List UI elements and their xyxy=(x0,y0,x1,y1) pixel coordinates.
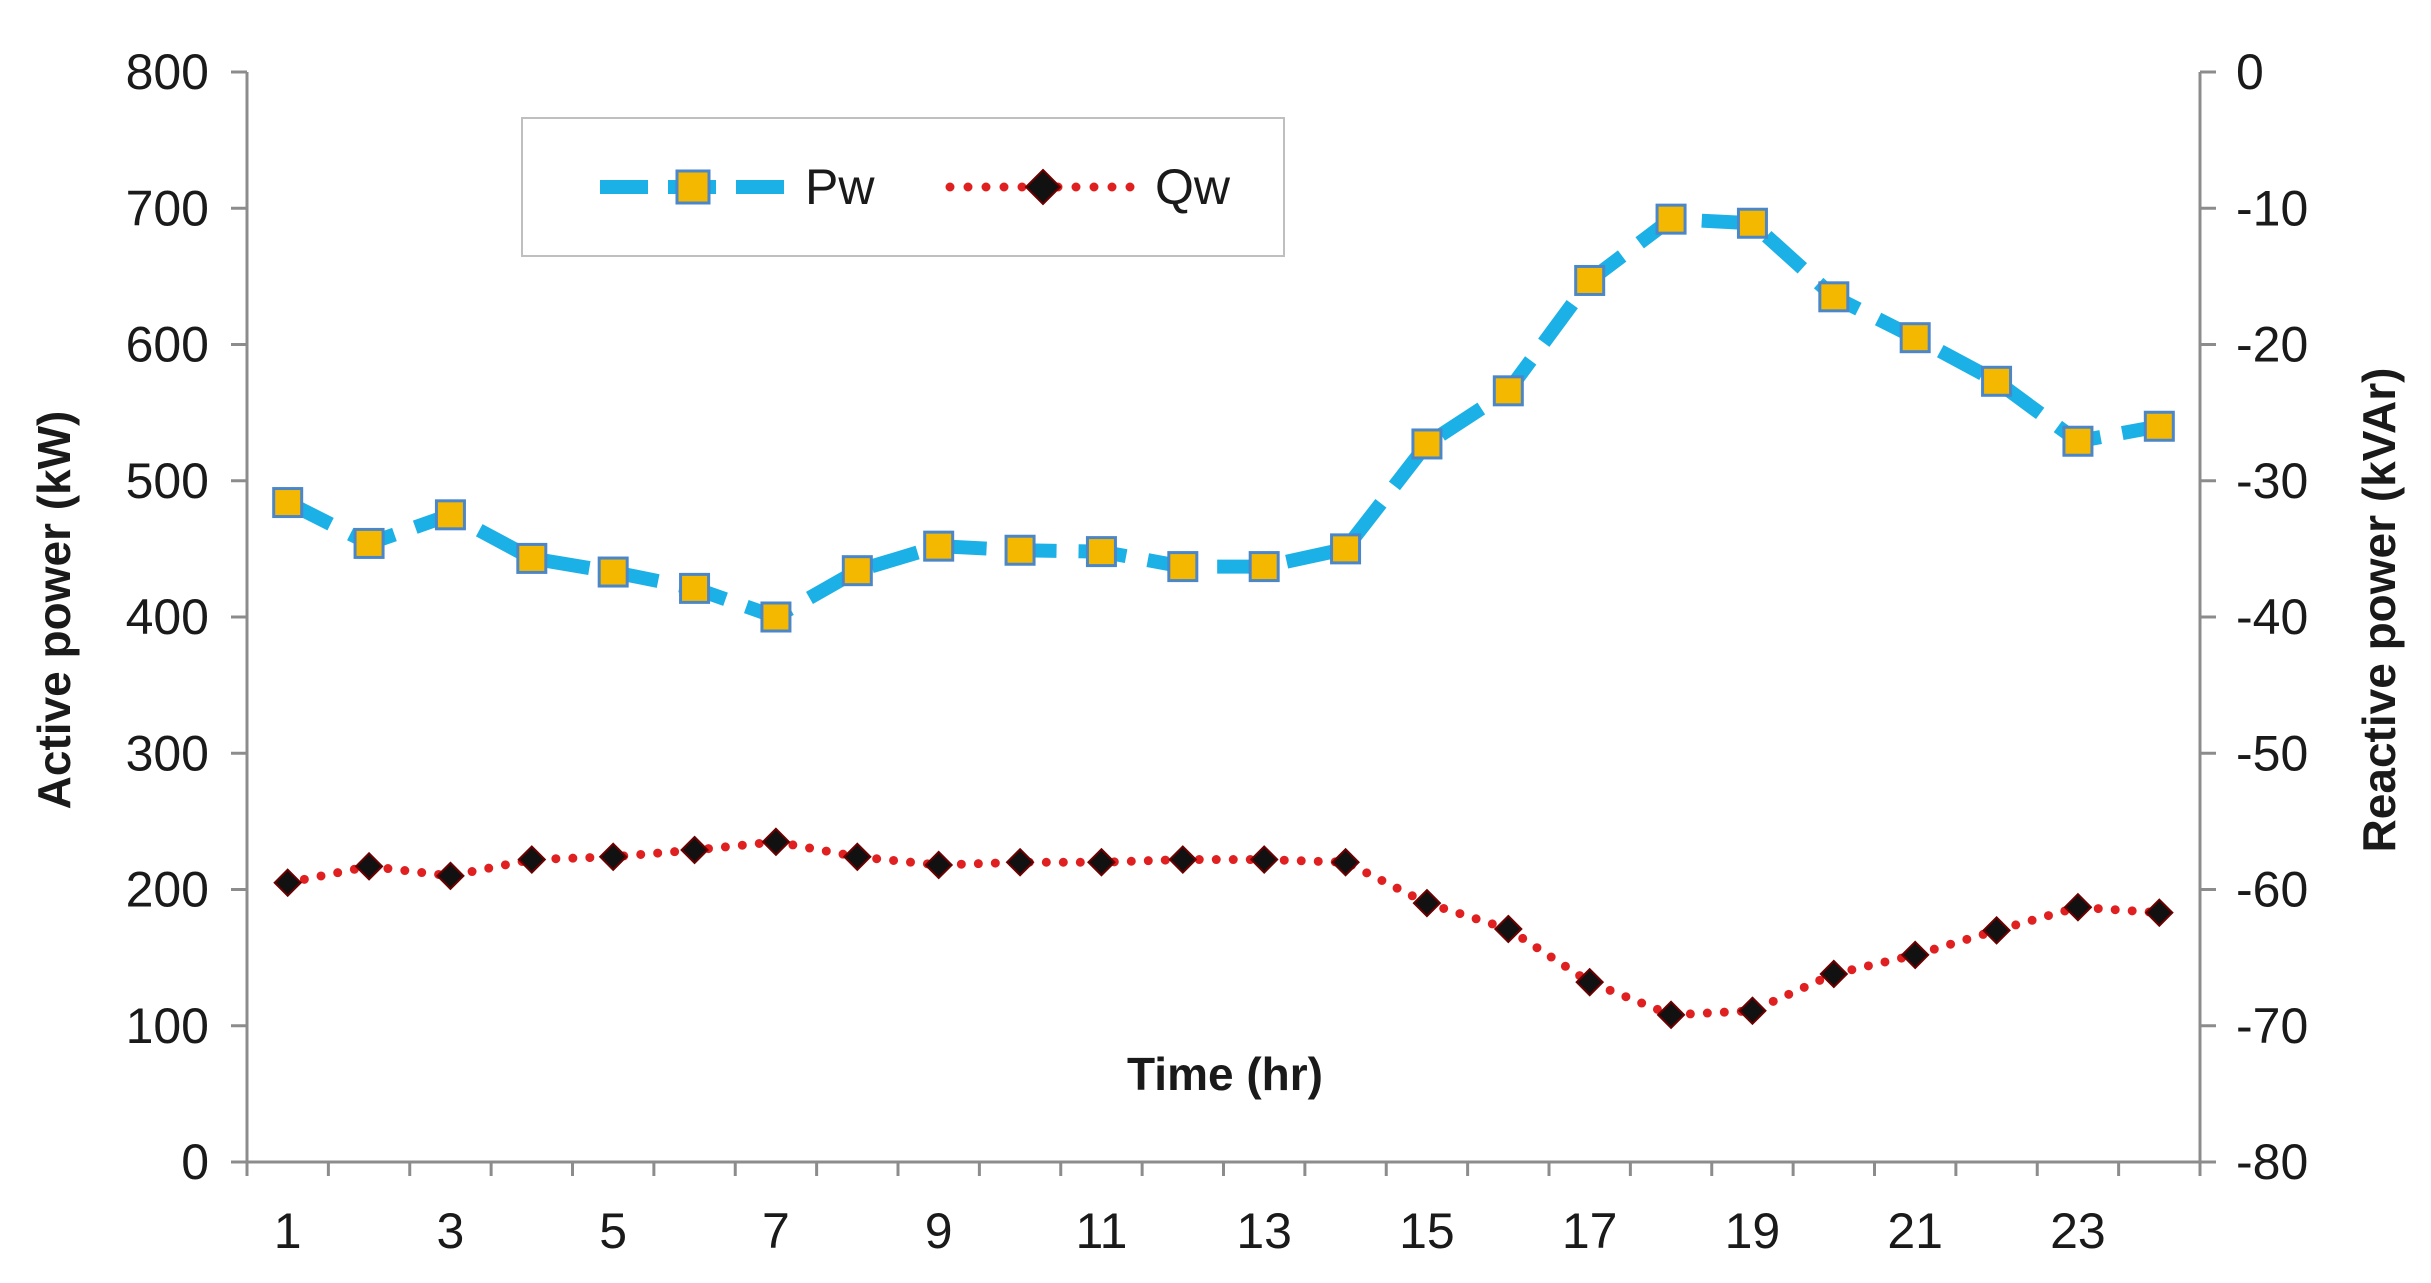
qw-point-marker xyxy=(273,868,303,898)
x-tick-label: 21 xyxy=(1887,1203,1943,1259)
pw-point-marker xyxy=(1248,551,1280,583)
y-tick-label-left: 700 xyxy=(126,180,209,236)
x-tick-label: 23 xyxy=(2050,1203,2106,1259)
x-tick-label: 7 xyxy=(762,1203,790,1259)
qw-point-marker xyxy=(354,851,384,881)
pw-point-marker xyxy=(597,556,629,588)
x-tick-label: 11 xyxy=(1075,1203,1127,1259)
pw-point-marker xyxy=(516,542,548,574)
y-tick-label-left: 100 xyxy=(126,998,209,1054)
qw-point-marker xyxy=(1412,888,1442,918)
y-tick-label-left: 300 xyxy=(126,725,209,781)
qw-point-marker xyxy=(436,861,465,891)
series-line-pw xyxy=(284,212,2161,624)
qw-point-marker xyxy=(1168,845,1198,874)
x-axis-title: Time (hr) xyxy=(1127,1048,1323,1100)
legend-qw-label: Qw xyxy=(1155,159,1231,215)
legend-pw-marker xyxy=(675,169,711,205)
y-tick-label-right: -70 xyxy=(2236,998,2308,1054)
pw-point-marker xyxy=(1004,534,1036,566)
pw-point-marker xyxy=(2143,410,2175,442)
y-tick-label-left: 500 xyxy=(126,453,209,509)
qw-point-marker xyxy=(1575,967,1605,997)
qw-point-marker xyxy=(598,842,628,872)
pw-point-marker xyxy=(1574,264,1606,296)
qw-point-marker xyxy=(2144,898,2174,928)
y-tick-label-right: -40 xyxy=(2236,589,2308,645)
legend-box xyxy=(521,117,1285,257)
pw-point-marker xyxy=(1330,533,1362,565)
y-tick-label-left: 600 xyxy=(126,317,209,373)
pw-point-marker xyxy=(434,499,466,531)
axes: 0 100 200 300 400 500 600 700 800 -80 -70 -60 -50 -40… xyxy=(126,44,2309,1259)
series xyxy=(272,203,2175,1030)
pw-point-marker xyxy=(1818,281,1850,313)
y-axis-title-right: Reactive power (kVAr) xyxy=(2353,368,2405,853)
qw-point-marker xyxy=(1738,996,1767,1026)
qw-point-marker xyxy=(1005,847,1035,877)
legend-qw-marker xyxy=(1024,168,1062,206)
y-tick-label-left: 0 xyxy=(181,1134,209,1190)
y-tick-label-right: 0 xyxy=(2236,44,2264,100)
pw-point-marker xyxy=(272,487,304,519)
qw-point-marker xyxy=(680,835,709,865)
x-tick-label: 1 xyxy=(274,1203,302,1259)
pw-point-marker xyxy=(923,530,955,562)
pw-point-marker xyxy=(1085,536,1117,568)
qw-point-marker xyxy=(2063,892,2093,922)
y-tick-label-right: -80 xyxy=(2236,1134,2308,1190)
pw-point-marker xyxy=(841,555,873,587)
qw-point-marker xyxy=(842,842,872,872)
y-tick-label-right: -30 xyxy=(2236,453,2308,509)
legend-pw-label: Pw xyxy=(805,159,875,215)
qw-point-marker xyxy=(1819,959,1849,989)
pw-point-marker xyxy=(353,527,385,559)
qw-point-marker xyxy=(1900,940,1930,970)
x-tick-label: 5 xyxy=(599,1203,627,1259)
qw-point-marker xyxy=(1087,847,1116,877)
pw-point-marker xyxy=(760,601,792,633)
x-tick-label: 3 xyxy=(437,1203,465,1259)
pw-point-marker xyxy=(1981,365,2013,397)
y-tick-label-right: -60 xyxy=(2236,862,2308,918)
y-tick-label-right: -50 xyxy=(2236,725,2308,781)
qw-point-marker xyxy=(1656,1000,1686,1030)
x-tick-label: 9 xyxy=(925,1203,953,1259)
pw-point-marker xyxy=(1492,375,1524,407)
x-tick-label: 19 xyxy=(1725,1203,1781,1259)
series-line-qw xyxy=(283,837,2164,1020)
y-tick-label-left: 400 xyxy=(126,589,209,645)
legend: Pw Qw xyxy=(521,117,1285,257)
qw-point-marker xyxy=(1331,847,1360,877)
qw-point-marker xyxy=(1982,915,2011,945)
pw-point-marker xyxy=(2062,425,2094,457)
x-tick-label: 13 xyxy=(1236,1203,1292,1259)
y-axis-title-left: Active power (kW) xyxy=(28,411,80,810)
pw-point-marker xyxy=(1899,322,1931,354)
pw-point-marker xyxy=(1736,207,1768,239)
qw-point-marker xyxy=(924,850,954,880)
qw-point-marker xyxy=(517,845,547,874)
pw-point-marker xyxy=(1411,428,1443,460)
pw-point-marker xyxy=(1655,203,1687,235)
x-tick-label: 17 xyxy=(1562,1203,1618,1259)
y-tick-label-left: 200 xyxy=(126,862,209,918)
x-tick-label: 15 xyxy=(1399,1203,1455,1259)
pw-point-marker xyxy=(679,572,711,604)
qw-point-marker xyxy=(1493,914,1523,944)
qw-point-marker xyxy=(761,827,791,857)
y-tick-label-right: -20 xyxy=(2236,317,2308,373)
y-tick-label-left: 800 xyxy=(126,44,209,100)
pw-point-marker xyxy=(1167,551,1199,583)
qw-point-marker xyxy=(1249,845,1279,874)
y-tick-label-right: -10 xyxy=(2236,180,2308,236)
